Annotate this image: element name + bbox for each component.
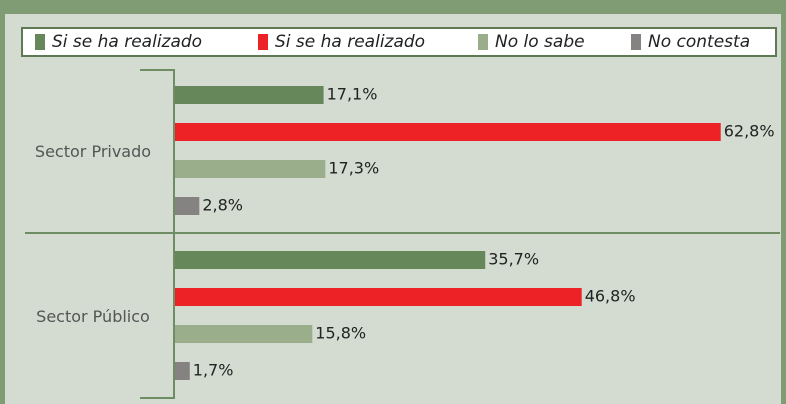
bar [175, 325, 313, 343]
legend-label: No lo sabe [495, 32, 585, 52]
value-label: 62,8% [724, 122, 775, 141]
bar [175, 123, 721, 141]
legend-label: Si se ha realizado [275, 32, 425, 52]
legend-label: No contesta [648, 32, 750, 52]
value-label: 17,1% [327, 85, 378, 104]
bracket [140, 69, 175, 399]
bar [175, 86, 324, 104]
legend-box [21, 27, 777, 57]
value-label: 17,3% [328, 159, 379, 178]
value-label: 46,8% [585, 287, 636, 306]
category-label: Sector Público [36, 307, 150, 326]
legend-swatch [478, 34, 488, 50]
value-label: 35,7% [488, 250, 539, 269]
legend-label: Si se ha realizado [52, 32, 202, 52]
category-label: Sector Privado [35, 142, 151, 161]
bar [175, 362, 190, 380]
legend-swatch [35, 34, 45, 50]
value-label: 2,8% [202, 196, 243, 215]
plot-background [5, 14, 781, 404]
bar [175, 160, 326, 178]
bar [175, 251, 486, 269]
value-label: 1,7% [193, 361, 234, 380]
legend-swatch [258, 34, 268, 50]
value-label: 15,8% [315, 324, 366, 343]
bar [175, 197, 200, 215]
legend-swatch [631, 34, 641, 50]
bar [175, 288, 582, 306]
